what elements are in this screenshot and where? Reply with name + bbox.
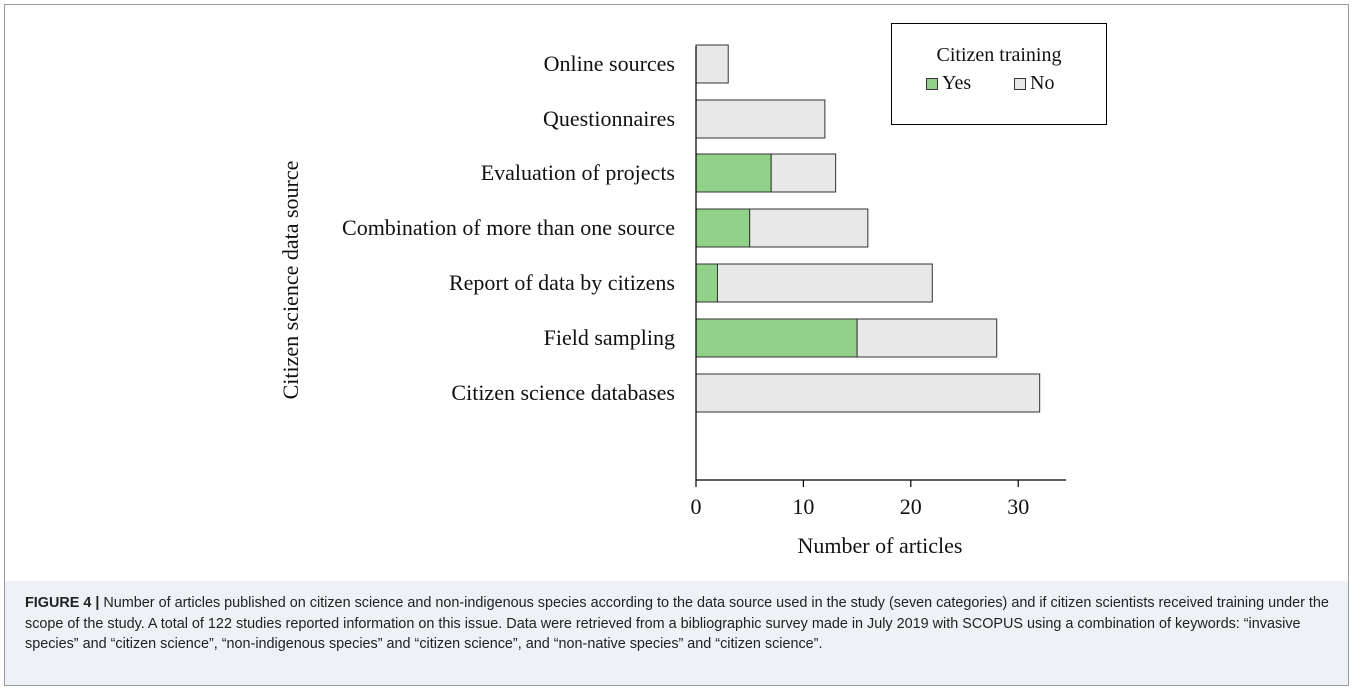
category-label-6: Field sampling: [544, 325, 675, 350]
legend-title: Citizen training: [936, 44, 1062, 66]
figure-frame: [4, 4, 1349, 686]
bar-no-7: [695, 373, 1041, 413]
bar-no-4: [749, 208, 869, 248]
caption-area: FIGURE 4 | Number of articles published …: [4, 581, 1349, 686]
x-tick-label-3: 20: [900, 494, 922, 519]
y-axis-label: Citizen science data source: [278, 161, 303, 400]
category-label-1: Online sources: [544, 51, 675, 76]
legend-entry-no: No: [1014, 72, 1054, 95]
x-tick-label-1: 0: [691, 494, 702, 519]
category-label-5: Report of data by citizens: [449, 270, 675, 295]
bar-chart: Online sources Questionnaires Evaluation o…: [278, 44, 1066, 558]
figure-caption: FIGURE 4 | Number of articles published …: [25, 593, 1335, 655]
bar-no-3: [770, 153, 837, 193]
category-label-7: Citizen science databases: [451, 380, 675, 405]
legend-swatch-yes: [926, 78, 938, 90]
legend-label-yes: Yes: [942, 72, 972, 94]
bar-no-5: [716, 263, 933, 303]
caption-text: Number of articles published on citizen …: [25, 595, 1329, 652]
legend-swatch-no: [1014, 78, 1026, 90]
bar-yes-3: [695, 153, 772, 193]
bar-no-2: [695, 99, 826, 139]
x-tick-label-2: 10: [792, 494, 814, 519]
x-tick-label-4: 30: [1007, 494, 1029, 519]
category-label-4: Combination of more than one source: [342, 215, 675, 240]
category-label-3: Evaluation of projects: [481, 160, 675, 185]
category-label-2: Questionnaires: [543, 106, 675, 131]
bar-no-1: [695, 44, 729, 84]
bar-yes-6: [695, 318, 858, 358]
bar-no-6: [856, 318, 998, 358]
caption-label: FIGURE 4 |: [25, 595, 100, 611]
legend-label-no: No: [1030, 72, 1055, 94]
bar-yes-5: [695, 263, 718, 303]
bar-yes-4: [695, 208, 751, 248]
x-axis-label: Number of articles: [798, 533, 963, 558]
bars-group: [695, 44, 1041, 413]
legend-entry-yes: Yes: [926, 72, 971, 95]
legend: Citizen training Yes No: [891, 23, 1107, 125]
x-ticks: 0 10 20 30: [691, 480, 1029, 519]
category-labels: Online sources Questionnaires Evaluation o…: [342, 51, 675, 405]
